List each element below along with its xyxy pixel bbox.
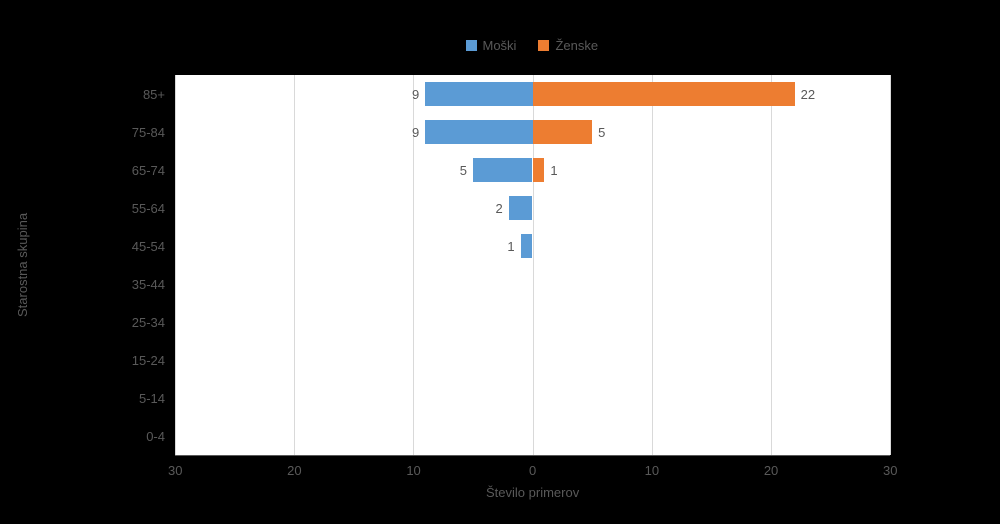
gridline <box>175 75 176 455</box>
gridline <box>652 75 653 455</box>
data-label: 9 <box>412 125 419 140</box>
x-axis-title: Število primerov <box>486 485 579 500</box>
data-label: 5 <box>598 125 605 140</box>
data-label: 1 <box>550 163 557 178</box>
x-tick-label: 0 <box>529 463 536 478</box>
legend: Moški Ženske <box>466 38 599 53</box>
bar-female <box>533 158 545 182</box>
y-tick-label: 15-24 <box>0 353 165 368</box>
x-tick-label: 10 <box>645 463 659 478</box>
x-tick-label: 20 <box>287 463 301 478</box>
gridline <box>890 75 891 455</box>
y-axis-title: Starostna skupina <box>15 213 30 317</box>
bar-female <box>533 120 593 144</box>
legend-swatch <box>538 40 549 51</box>
legend-swatch <box>466 40 477 51</box>
y-tick-label: 5-14 <box>0 391 165 406</box>
y-tick-label: 0-4 <box>0 429 165 444</box>
data-label: 5 <box>460 163 467 178</box>
bar-male <box>425 120 532 144</box>
x-axis-line <box>175 455 890 456</box>
y-tick-label: 85+ <box>0 87 165 102</box>
data-label: 1 <box>507 239 514 254</box>
bar-male <box>425 82 532 106</box>
bar-female <box>533 82 795 106</box>
x-tick-label: 20 <box>764 463 778 478</box>
gridline <box>771 75 772 455</box>
y-tick-label: 65-74 <box>0 163 165 178</box>
y-tick-label: 75-84 <box>0 125 165 140</box>
data-label: 2 <box>495 201 502 216</box>
bar-male <box>509 196 533 220</box>
legend-label: Ženske <box>555 38 598 53</box>
x-tick-label: 30 <box>883 463 897 478</box>
data-label: 22 <box>801 87 815 102</box>
legend-item: Ženske <box>538 38 598 53</box>
legend-item: Moški <box>466 38 517 53</box>
gridline <box>294 75 295 455</box>
x-tick-label: 30 <box>168 463 182 478</box>
x-tick-label: 10 <box>406 463 420 478</box>
bar-male <box>473 158 533 182</box>
bar-male <box>521 234 533 258</box>
data-label: 9 <box>412 87 419 102</box>
legend-label: Moški <box>483 38 517 53</box>
